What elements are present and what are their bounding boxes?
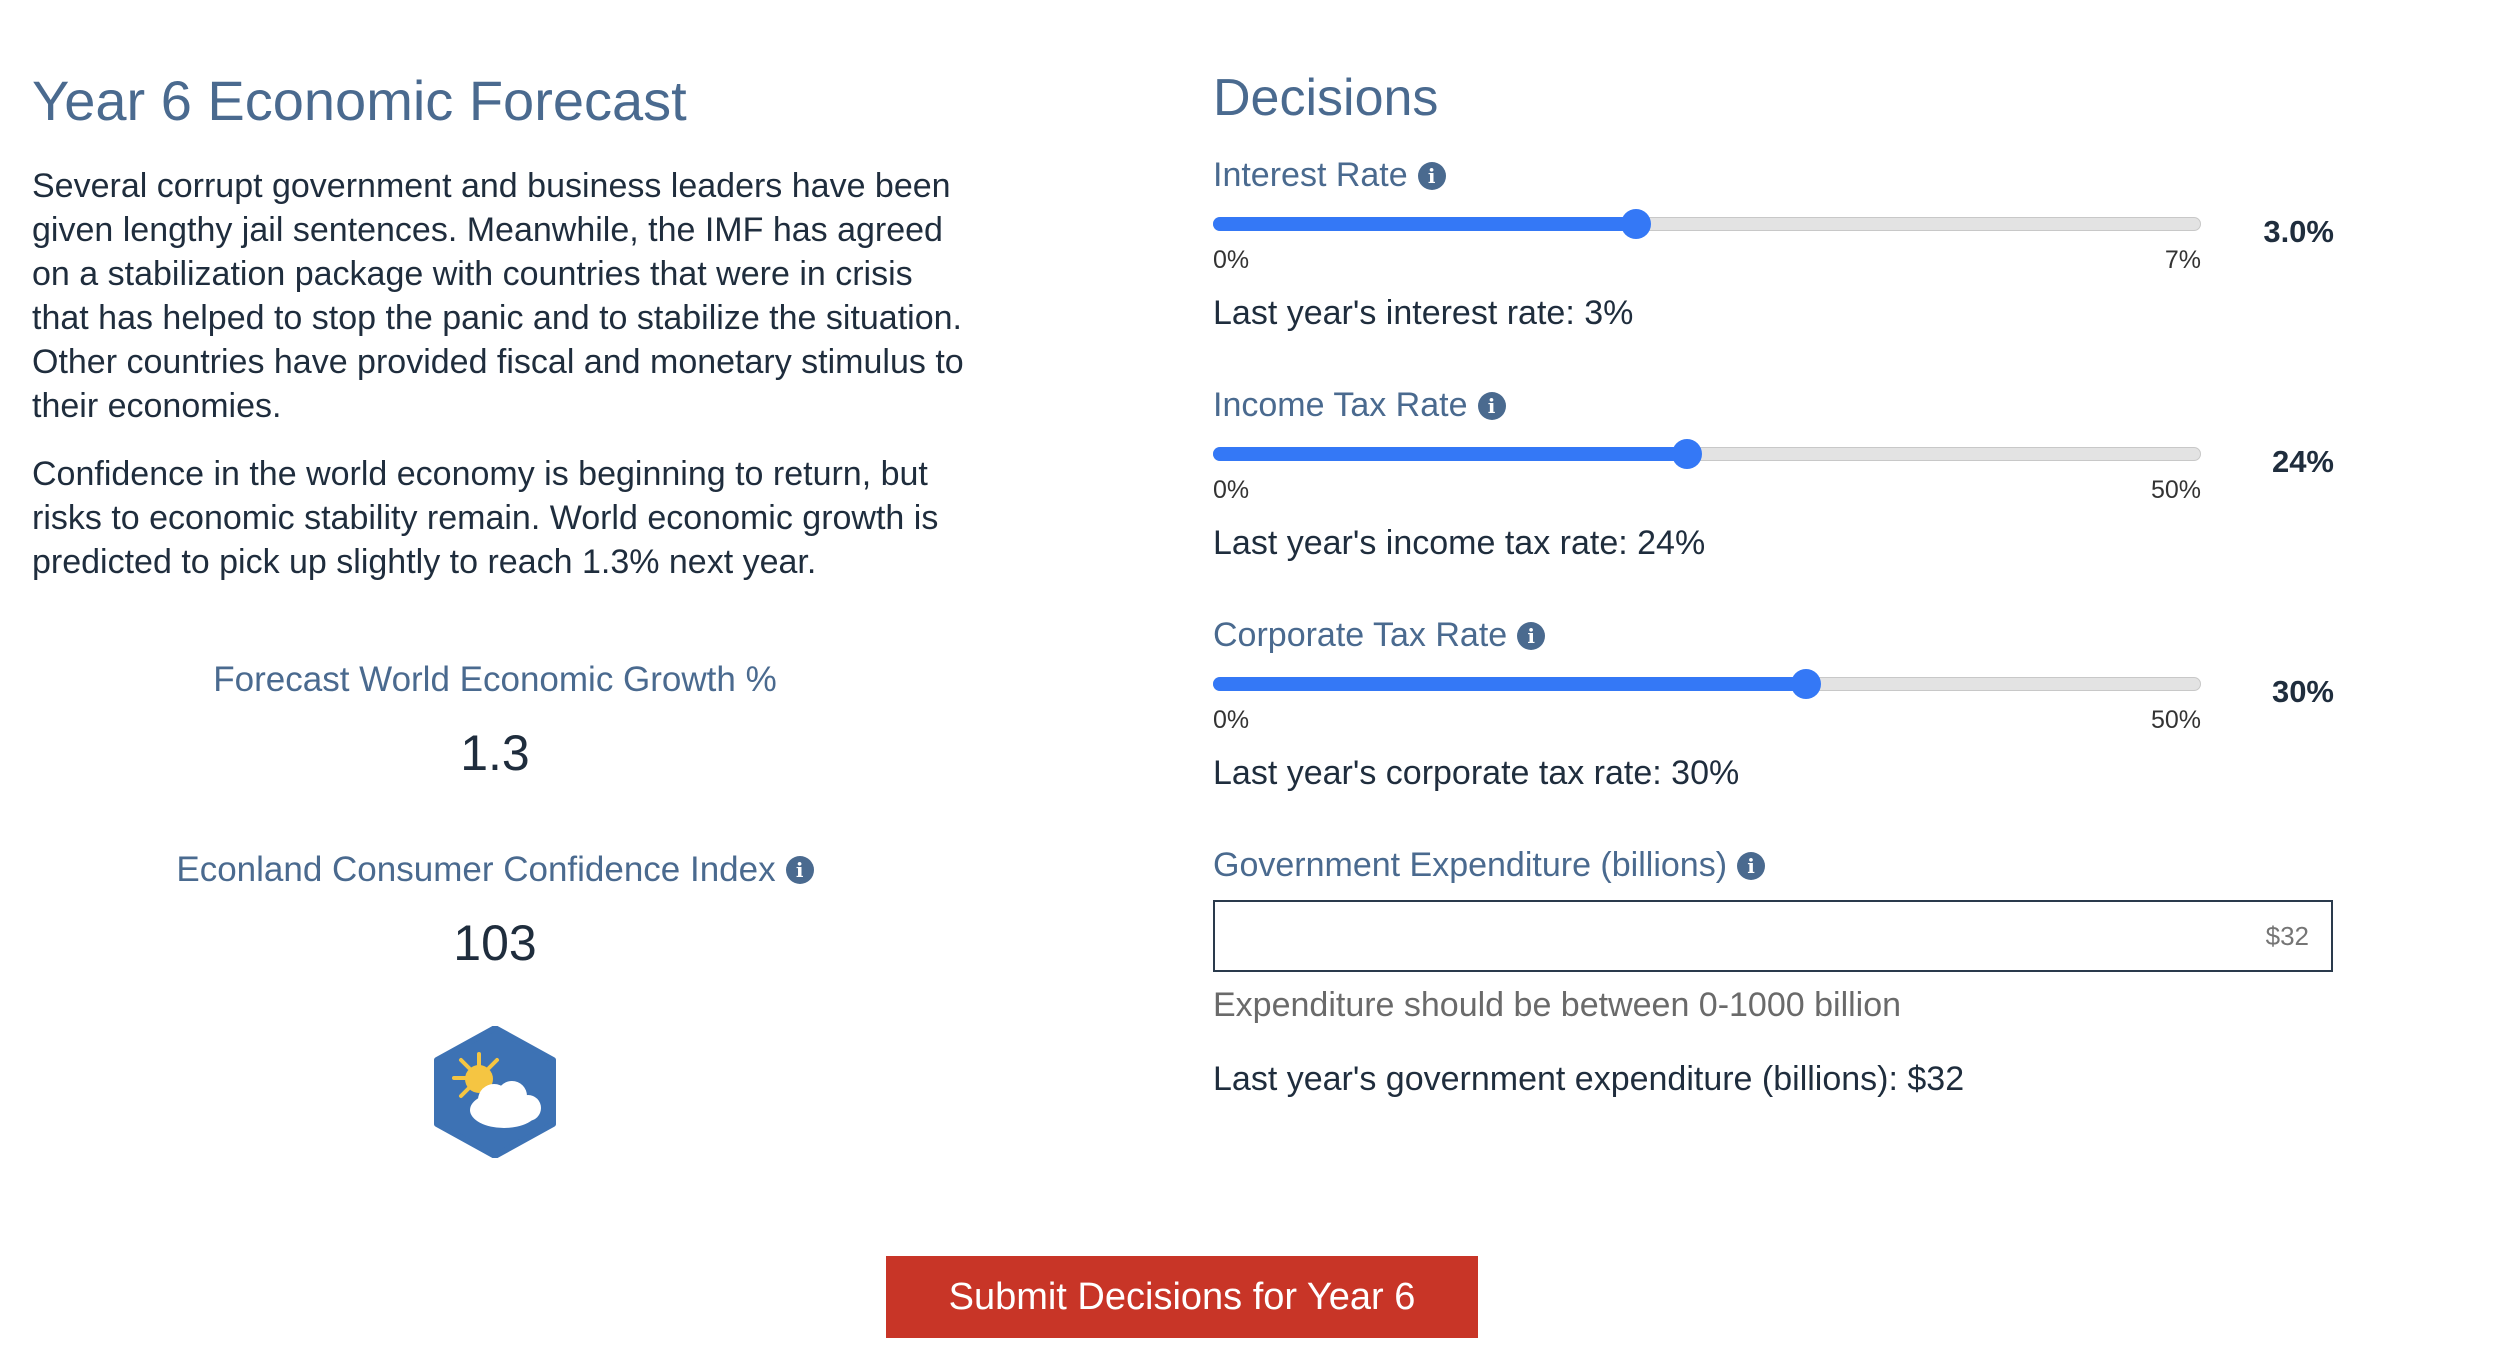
submit-decisions-button[interactable]: Submit Decisions for Year 6	[886, 1256, 1478, 1338]
slider-thumb[interactable]	[1791, 669, 1821, 699]
info-icon[interactable]: i	[1517, 621, 1546, 650]
corporate-tax-value: 30%	[2271, 674, 2334, 709]
corporate-tax-last-year: Last year's corporate tax rate: 30%	[1213, 754, 1740, 792]
income-tax-min: 0%	[1213, 476, 1250, 504]
info-icon[interactable]: i	[1737, 851, 1766, 880]
corporate-tax-label: Corporate Tax Rate	[1213, 616, 1508, 654]
expenditure-last-year: Last year's government expenditure (bill…	[1213, 1060, 1965, 1098]
slider-fill	[1213, 447, 1687, 461]
interest-rate-value: 3.0%	[2263, 214, 2334, 249]
interest-rate-slider[interactable]	[1213, 209, 2201, 239]
corporate-tax-label-row: Corporate Tax Rate i	[1213, 616, 1546, 655]
interest-rate-max: 7%	[2164, 246, 2201, 274]
corporate-tax-min: 0%	[1213, 706, 1250, 734]
slider-thumb[interactable]	[1621, 209, 1651, 239]
income-tax-label-row: Income Tax Rate i	[1213, 386, 1506, 425]
interest-rate-min: 0%	[1213, 246, 1250, 274]
confidence-value: 103	[453, 915, 537, 971]
interest-rate-label: Interest Rate	[1213, 156, 1408, 194]
growth-label: Forecast World Economic Growth %	[213, 660, 777, 699]
slider-fill	[1213, 677, 1806, 691]
confidence-label-row: Econland Consumer Confidence Index i	[30, 850, 960, 890]
forecast-title: Year 6 Economic Forecast	[32, 69, 687, 132]
info-icon[interactable]: i	[785, 856, 814, 884]
growth-value: 1.3	[460, 725, 530, 781]
corporate-tax-slider[interactable]	[1213, 669, 2201, 699]
partly-sunny-icon	[432, 1025, 558, 1159]
forecast-paragraph-2: Confidence in the world economy is begin…	[32, 455, 939, 581]
corporate-tax-max: 50%	[2150, 706, 2201, 734]
expenditure-label: Government Expenditure (billions)	[1213, 846, 1728, 884]
slider-fill	[1213, 217, 1636, 231]
decisions-title: Decisions	[1213, 69, 1439, 127]
income-tax-value: 24%	[2271, 444, 2334, 479]
expenditure-label-row: Government Expenditure (billions) i	[1213, 846, 1766, 885]
forecast-paragraph-1: Several corrupt government and business …	[32, 167, 964, 425]
expenditure-hint: Expenditure should be between 0-1000 bil…	[1213, 986, 1902, 1024]
expenditure-input[interactable]	[1213, 900, 2333, 972]
info-icon[interactable]: i	[1477, 391, 1506, 420]
income-tax-max: 50%	[2150, 476, 2201, 504]
interest-rate-last-year: Last year's interest rate: 3%	[1213, 294, 1634, 332]
confidence-label: Econland Consumer Confidence Index	[176, 850, 776, 889]
slider-thumb[interactable]	[1672, 439, 1702, 469]
income-tax-label: Income Tax Rate	[1213, 386, 1468, 424]
info-icon[interactable]: i	[1417, 161, 1446, 190]
income-tax-last-year: Last year's income tax rate: 24%	[1213, 524, 1706, 562]
income-tax-slider[interactable]	[1213, 439, 2201, 469]
interest-rate-label-row: Interest Rate i	[1213, 156, 1446, 195]
